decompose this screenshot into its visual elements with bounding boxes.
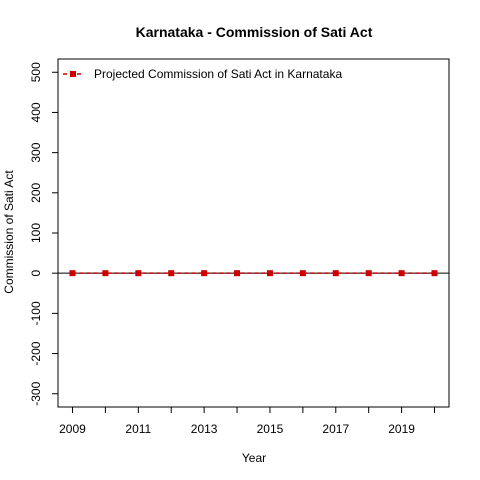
y-tick-label: 200 xyxy=(29,182,43,202)
y-tick-label: 100 xyxy=(29,223,43,243)
x-tick-label: 2017 xyxy=(322,422,349,436)
chart-title: Karnataka - Commission of Sati Act xyxy=(136,24,373,40)
data-point-marker xyxy=(332,270,339,277)
x-tick-label: 2019 xyxy=(388,422,415,436)
x-tick-label: 2009 xyxy=(59,422,86,436)
y-tick-label: -100 xyxy=(29,301,43,325)
x-tick-label: 2015 xyxy=(257,422,284,436)
data-point-marker xyxy=(135,270,142,277)
x-tick-label: 2011 xyxy=(125,422,151,436)
data-point-marker xyxy=(168,270,175,277)
data-point-marker xyxy=(266,270,273,277)
y-axis-label: Commission of Sati Act xyxy=(2,170,16,294)
y-axis: -300 -200 -100 0 100 200 300 400 500 xyxy=(29,62,58,406)
y-tick-label: 500 xyxy=(29,62,43,82)
x-tick-label: 2013 xyxy=(191,422,218,436)
data-point-marker xyxy=(365,270,372,277)
data-point-marker xyxy=(69,270,76,277)
legend-marker-swatch xyxy=(70,71,76,77)
y-tick-label: 300 xyxy=(29,142,43,162)
plot-frame xyxy=(57,58,450,408)
legend-label: Projected Commission of Sati Act in Karn… xyxy=(94,67,342,81)
y-tick-label: -200 xyxy=(29,341,43,365)
y-tick-label: -300 xyxy=(29,381,43,405)
y-tick-label: 400 xyxy=(29,102,43,122)
series-layer xyxy=(69,270,438,277)
x-axis: 2009 2011 2013 2015 2017 2019 xyxy=(59,407,436,436)
data-point-marker xyxy=(431,270,438,277)
data-point-marker xyxy=(201,270,208,277)
data-point-marker xyxy=(299,270,306,277)
data-point-marker xyxy=(102,270,109,277)
data-point-marker xyxy=(398,270,405,277)
y-tick-label: 0 xyxy=(29,270,43,277)
x-axis-label: Year xyxy=(242,451,266,465)
legend: Projected Commission of Sati Act in Karn… xyxy=(63,67,342,81)
data-point-marker xyxy=(234,270,241,277)
